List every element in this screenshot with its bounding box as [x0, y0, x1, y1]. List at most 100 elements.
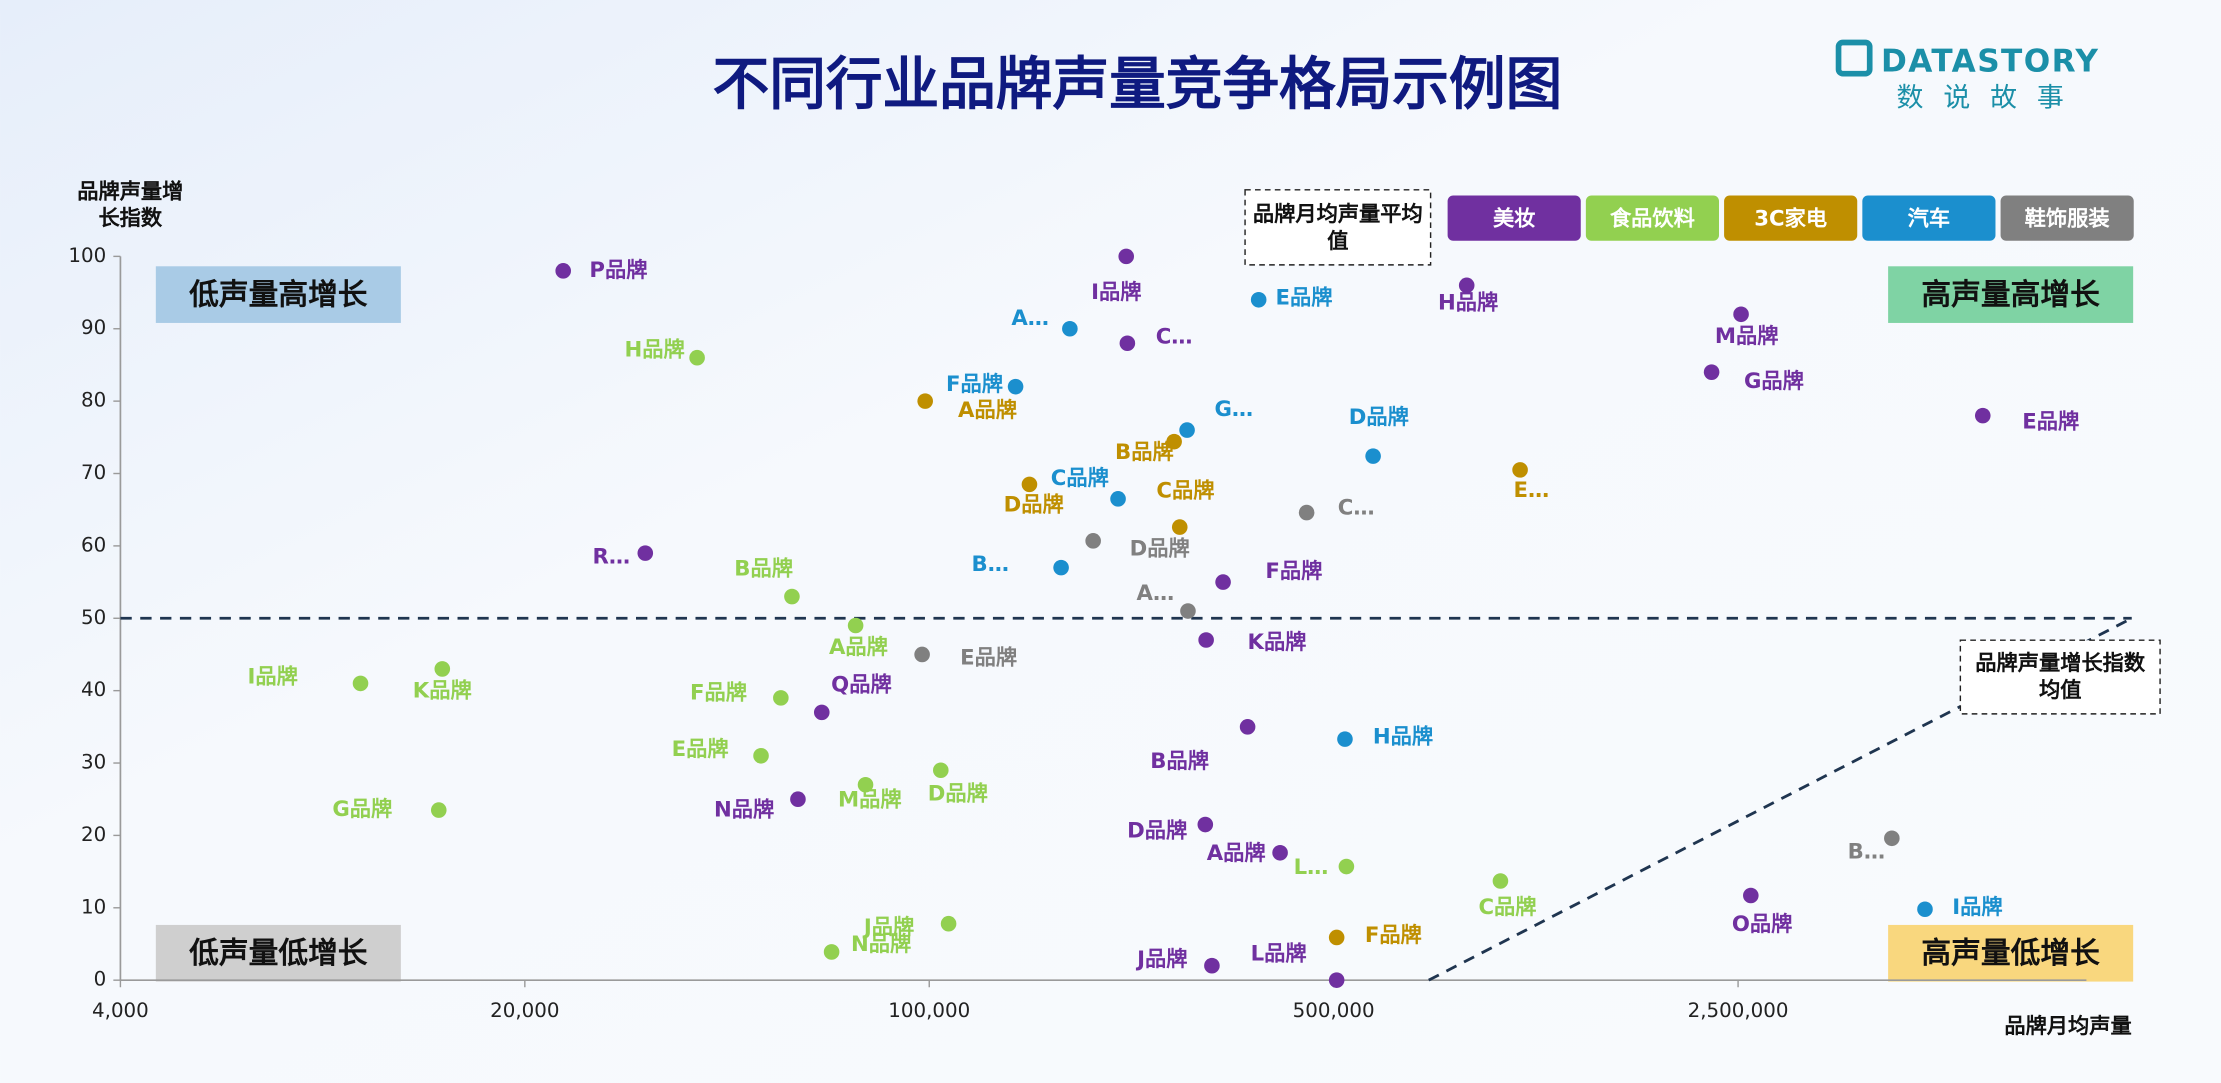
point-label: N品牌 [714, 797, 774, 823]
reference-label-box: 品牌声量增长指数均值 [1975, 650, 2146, 703]
point [1204, 957, 1220, 974]
point-label: F品牌 [946, 371, 1003, 397]
point-label: F品牌 [1265, 558, 1322, 584]
point [1338, 858, 1355, 875]
point [1215, 574, 1231, 590]
x-tick-label: 500,000 [1293, 999, 1375, 1022]
point-label: C品牌 [1051, 465, 1109, 491]
point [1365, 448, 1381, 464]
point-label: K品牌 [1247, 629, 1306, 655]
point [1166, 433, 1182, 450]
legend-label: 食品饮料 [1610, 206, 1695, 232]
point-label: D品牌 [928, 780, 988, 806]
point-label: D品牌 [1130, 535, 1190, 561]
point-label: B品牌 [1115, 439, 1174, 465]
reference-label: 品牌声量增长指数均值 [1975, 650, 2146, 703]
point-label: A品牌 [958, 397, 1017, 423]
x-tick-label: 4,000 [92, 999, 149, 1022]
reference-label-box: 品牌月均声量平均值 [1252, 200, 1423, 253]
legend-label: 3C家电 [1754, 206, 1827, 232]
point [917, 393, 933, 409]
point-label: A… [1137, 581, 1175, 606]
x-axis-label: 品牌月均声量 [2004, 1013, 2131, 1039]
point [637, 545, 654, 561]
legend-swatch [1724, 195, 1858, 241]
legend-swatch [2000, 195, 2134, 241]
y-tick-label: 70 [81, 461, 106, 484]
point [1917, 901, 1933, 918]
logo-subtitle: 数 说 故 事 [1897, 83, 2070, 114]
y-tick-label: 90 [81, 316, 106, 339]
point-label: A品牌 [1207, 840, 1266, 866]
point [1171, 519, 1188, 535]
point [1703, 364, 1720, 380]
y-tick-label: 80 [81, 389, 106, 412]
y-tick-label: 0 [94, 968, 107, 991]
point [847, 617, 864, 634]
y-axis-label-box: 品牌声量增长指数 [77, 179, 183, 231]
point [940, 915, 957, 932]
point [434, 661, 451, 677]
point-label: D品牌 [1004, 492, 1064, 518]
point [1337, 731, 1353, 747]
point [1272, 844, 1288, 861]
point [1179, 422, 1195, 438]
point-label: B品牌 [1150, 748, 1209, 774]
quadrant-label-bg [1888, 266, 2134, 323]
point [1884, 830, 1900, 847]
y-tick-label: 50 [81, 606, 106, 629]
point-label: G品牌 [332, 796, 392, 822]
point-label: I品牌 [248, 664, 298, 690]
quadrant-label-bg [1888, 924, 2134, 982]
point [430, 802, 447, 818]
legend-swatch [1585, 195, 1719, 241]
point [352, 675, 369, 692]
point [1974, 407, 1991, 424]
point [1007, 378, 1024, 395]
point-label: J品牌 [1135, 946, 1187, 972]
point-label: H品牌 [1438, 290, 1498, 316]
y-tick-label: 20 [81, 823, 106, 846]
point [784, 588, 800, 605]
legend-label: 美妆 [1493, 206, 1535, 232]
reference-label-frame [1244, 189, 1432, 266]
logo-icon [1835, 39, 1873, 77]
y-tick-label: 60 [81, 533, 106, 556]
point-label: C品牌 [1478, 894, 1536, 920]
logo-name: DATASTORY [1881, 43, 2099, 79]
x-tick-label: 2,500,000 [1688, 999, 1789, 1022]
point-label: D品牌 [1349, 404, 1409, 430]
point [1085, 533, 1101, 549]
x-tick-label: 100,000 [888, 999, 970, 1022]
point-label: O品牌 [1732, 911, 1793, 937]
point-label: E品牌 [2022, 409, 2079, 435]
point [689, 349, 705, 366]
point-label: C品牌 [1156, 478, 1214, 504]
point [1021, 476, 1038, 493]
point-label: I品牌 [1091, 279, 1141, 305]
point-label: I品牌 [1952, 894, 2002, 920]
legend-swatch [1862, 195, 1996, 241]
reference-label: 品牌月均声量平均值 [1252, 200, 1423, 253]
point-label: R… [592, 544, 630, 569]
point [773, 690, 789, 706]
y-tick-label: 40 [81, 678, 106, 701]
quadrant-label-bg [155, 266, 401, 323]
point-label: C… [1338, 495, 1375, 520]
point-label: Q品牌 [831, 671, 892, 697]
point [1197, 816, 1214, 833]
point-label: D品牌 [1127, 818, 1187, 844]
point [1458, 277, 1475, 294]
point-label: F品牌 [1365, 922, 1422, 948]
point-label: G… [1214, 397, 1253, 422]
point-label: F品牌 [690, 680, 747, 706]
logo: DATASTORY 数 说 故 事 [1835, 39, 2099, 114]
point-label: E… [1514, 478, 1550, 503]
point [1118, 248, 1135, 265]
point [914, 646, 930, 663]
point [1492, 873, 1509, 889]
point-label: A… [1011, 306, 1049, 331]
chart-title: 不同行业品牌声量竞争格局示例图 [713, 51, 1563, 117]
